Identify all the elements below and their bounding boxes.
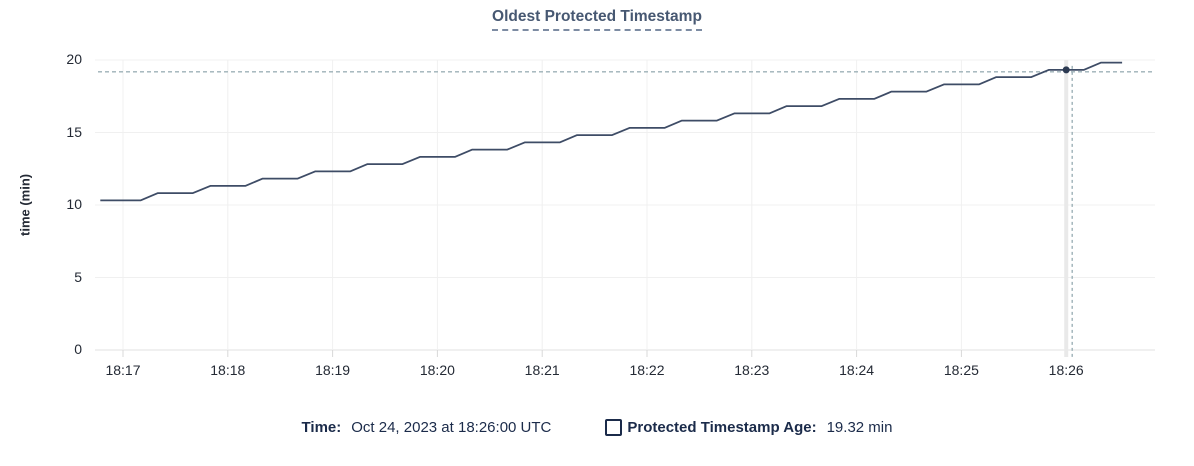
chart-legend: Time: Oct 24, 2023 at 18:26:00 UTC Prote…: [0, 419, 1194, 436]
title-row: Oldest Protected Timestamp: [0, 8, 1194, 31]
legend-series-label: Protected Timestamp Age:: [627, 419, 817, 436]
y-tick-label: 5: [74, 268, 82, 285]
legend-time-value: Oct 24, 2023 at 18:26:00 UTC: [351, 419, 552, 436]
x-tick-label: 18:22: [629, 362, 665, 378]
series-line: [100, 61, 1123, 202]
timeseries-chart[interactable]: [0, 0, 1194, 412]
hover-column-band: [1064, 60, 1069, 357]
legend-time-label: Time:: [301, 419, 342, 436]
hover-point-marker: [1062, 66, 1070, 74]
x-tick-label: 18:26: [1048, 362, 1084, 378]
x-tick-label: 18:25: [943, 362, 979, 378]
y-tick-label: 15: [66, 123, 82, 140]
y-tick-label: 0: [74, 341, 82, 357]
x-tick-label: 18:21: [524, 362, 560, 378]
y-tick-label: 20: [66, 51, 82, 67]
x-tick-label: 18:20: [419, 362, 455, 378]
page-title[interactable]: Oldest Protected Timestamp: [492, 8, 702, 31]
y-axis-title: time (min): [17, 173, 33, 237]
series-toggle-checkbox[interactable]: [605, 419, 623, 436]
legend-series-value: 19.32 min: [826, 419, 893, 436]
x-tick-label: 18:23: [734, 362, 770, 378]
x-tick-label: 18:17: [105, 362, 141, 378]
x-tick-label: 18:18: [210, 362, 246, 378]
y-tick-label: 10: [66, 196, 82, 212]
x-tick-label: 18:19: [315, 362, 351, 378]
x-tick-label: 18:24: [839, 362, 875, 378]
